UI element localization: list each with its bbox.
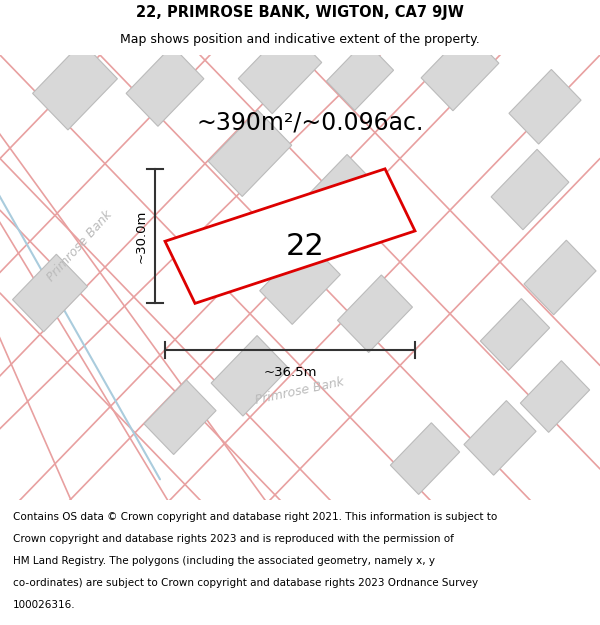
Text: co-ordinates) are subject to Crown copyright and database rights 2023 Ordnance S: co-ordinates) are subject to Crown copyr…: [13, 578, 478, 588]
Polygon shape: [13, 254, 88, 332]
Text: 22: 22: [286, 232, 325, 261]
Polygon shape: [165, 169, 415, 303]
Text: Map shows position and indicative extent of the property.: Map shows position and indicative extent…: [120, 33, 480, 46]
Text: Crown copyright and database rights 2023 and is reproduced with the permission o: Crown copyright and database rights 2023…: [13, 534, 454, 544]
Polygon shape: [520, 361, 590, 432]
Polygon shape: [524, 240, 596, 315]
Polygon shape: [481, 299, 550, 370]
Text: Contains OS data © Crown copyright and database right 2021. This information is : Contains OS data © Crown copyright and d…: [13, 512, 497, 522]
Polygon shape: [421, 30, 499, 111]
Polygon shape: [509, 69, 581, 144]
Polygon shape: [32, 42, 118, 130]
Text: HM Land Registry. The polygons (including the associated geometry, namely x, y: HM Land Registry. The polygons (includin…: [13, 556, 435, 566]
Text: 22, PRIMROSE BANK, WIGTON, CA7 9JW: 22, PRIMROSE BANK, WIGTON, CA7 9JW: [136, 4, 464, 19]
Polygon shape: [391, 422, 460, 494]
Polygon shape: [208, 110, 292, 196]
Polygon shape: [326, 41, 394, 111]
Polygon shape: [491, 149, 569, 230]
Polygon shape: [301, 154, 379, 235]
Polygon shape: [338, 275, 412, 352]
Text: Primrose Bank: Primrose Bank: [254, 376, 346, 407]
Polygon shape: [464, 401, 536, 475]
Text: ~36.5m: ~36.5m: [263, 366, 317, 379]
Text: 100026316.: 100026316.: [13, 600, 76, 610]
Text: Primrose Bank: Primrose Bank: [45, 208, 115, 284]
Polygon shape: [238, 28, 322, 114]
Polygon shape: [144, 380, 216, 454]
Polygon shape: [211, 336, 289, 416]
Polygon shape: [260, 241, 340, 324]
Text: ~390m²/~0.096ac.: ~390m²/~0.096ac.: [196, 110, 424, 134]
Text: ~30.0m: ~30.0m: [134, 209, 148, 262]
Polygon shape: [126, 46, 204, 126]
